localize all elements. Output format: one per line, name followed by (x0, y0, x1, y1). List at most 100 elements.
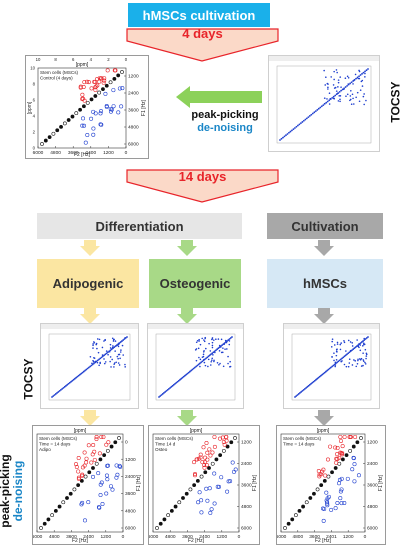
legend-text: Adipo (39, 447, 51, 452)
tocsy-diag-peak (299, 392, 301, 394)
diagonal-peak (162, 517, 167, 522)
tocsy-diag-peak (292, 128, 295, 131)
diagonal-peak (184, 491, 189, 496)
cross-peak-red (198, 455, 203, 460)
tocsy-cross-peak (211, 344, 214, 347)
tocsy-cross-peak (91, 362, 93, 365)
diagonal-peak (351, 444, 356, 449)
tocsy-cross-peak (92, 360, 95, 363)
down-arrow-4days (126, 28, 279, 62)
tocsy-header-bar (41, 324, 138, 329)
tocsy-cross-peak (336, 341, 339, 344)
tocsy-cross-peak (355, 365, 358, 368)
tocsy-cross-peak (339, 343, 342, 346)
tocsy-cross-peak (92, 344, 94, 347)
tocsy-diag-peak (301, 389, 304, 392)
tocsy-cross-peak (327, 86, 329, 89)
cross-peak-red (76, 476, 81, 481)
tocsy-diag-peak (283, 135, 286, 138)
tocsy-diag-peak (342, 356, 345, 359)
diagonal-peak (199, 474, 204, 479)
ppm-tick-label: 4 (90, 57, 93, 62)
tocsy-cross-peak (96, 361, 99, 364)
cross-peak-red (338, 434, 343, 439)
tocsy-diag-peak (201, 360, 204, 363)
tocsy-diag-peak (216, 348, 219, 351)
cross-peak-red (86, 80, 91, 85)
tocsy-diag-peak (296, 394, 299, 396)
ppm-y-tick-label: 0 (33, 146, 36, 151)
cross-peak-blue (91, 126, 96, 131)
tocsy-cross-peak (364, 348, 367, 351)
tocsy-diag-peak (101, 355, 104, 358)
tocsy-cross-peak (339, 76, 342, 78)
cross-peak-blue (97, 505, 102, 510)
tocsy-diag-peak (75, 376, 78, 379)
tocsy-diag-peak (109, 349, 112, 352)
diagonal-peak (233, 436, 237, 440)
tocsy-diag-peak (295, 125, 298, 128)
tocsy-cross-peak (195, 341, 198, 344)
tocsy-diag-peak (367, 336, 369, 338)
x-tick-label: 4800 (49, 534, 60, 540)
tocsy-diag-peak (316, 109, 319, 111)
tocsy-cross-peak (365, 357, 367, 360)
tocsy-diag-peak (288, 131, 290, 134)
tocsy-diag-peak (105, 352, 108, 355)
tocsy-cross-peak (213, 360, 215, 363)
tocsy-diag-peak (191, 368, 194, 371)
cross-peak-red (210, 450, 215, 455)
tocsy-diag-peak (98, 358, 100, 361)
tocsy-diag-peak (86, 367, 89, 370)
tocsy-diag-peak (175, 381, 178, 384)
tocsy-cross-peak (335, 69, 338, 71)
tocsy-diag-peak (295, 395, 298, 397)
de-noising-text: de-noising (197, 122, 253, 134)
tocsy-diag-peak (336, 361, 338, 364)
tocsy-cross-peak (201, 356, 204, 358)
tocsy-cross-peak (365, 355, 368, 357)
cross-peak-red (80, 92, 85, 97)
tocsy-diag-peak (329, 366, 332, 369)
tocsy-cross-peak (97, 351, 100, 354)
diagonal-peak (108, 80, 113, 85)
tocsy-diag-peak (62, 386, 65, 389)
tocsy-diag-peak (341, 357, 343, 360)
cross-peak-red (91, 442, 96, 447)
tocsy-cross-peak (333, 344, 336, 346)
adipogenic-text: Adipogenic (52, 276, 124, 291)
tocsy-diag-peak (208, 354, 211, 357)
diagonal-peak (72, 487, 77, 492)
tocsy-diag-peak (172, 383, 175, 386)
y-tick-label: 2400 (125, 474, 136, 480)
tocsy-diag-peak (184, 374, 186, 377)
title-text: hMSCs cultivation (142, 7, 256, 23)
y-tick-label: 6000 (367, 526, 378, 532)
y-tick-label: 4800 (125, 508, 136, 514)
tocsy-cross-peak (345, 350, 347, 352)
tocsy-diag-peak (296, 124, 299, 127)
tocsy-cross-peak (226, 348, 228, 350)
tocsy-cross-peak (340, 342, 343, 344)
tocsy-cross-peak (363, 343, 366, 346)
cross-peak-blue (98, 482, 103, 487)
tocsy-cross-peak (351, 342, 354, 344)
cross-peak-red (200, 460, 205, 465)
diagonal-peak (89, 97, 94, 102)
cross-peak-blue (208, 510, 213, 515)
tocsy-cross-peak (354, 360, 357, 362)
arrow-4days-label: 4 days (182, 26, 223, 41)
ppm-y-tick-label: 10 (30, 66, 35, 71)
plot-control: Stem cells (MSCs) Control (4 days) 6000 480… (25, 55, 149, 159)
tocsy-cross-peak (211, 359, 213, 361)
cross-peak-red (224, 438, 229, 443)
tocsy-cross-peak (340, 86, 342, 88)
tocsy-diag-peak (338, 90, 341, 93)
side-peak-label: peak-picking de-noising (0, 451, 25, 531)
x-tick-label: 0 (364, 534, 367, 540)
tocsy-cross-peak (109, 356, 112, 358)
cross-peak-blue (99, 480, 104, 485)
y-tick-label: 2400 (367, 461, 378, 467)
tocsy-cross-peak (347, 83, 350, 85)
diagonal-peak (39, 526, 43, 530)
